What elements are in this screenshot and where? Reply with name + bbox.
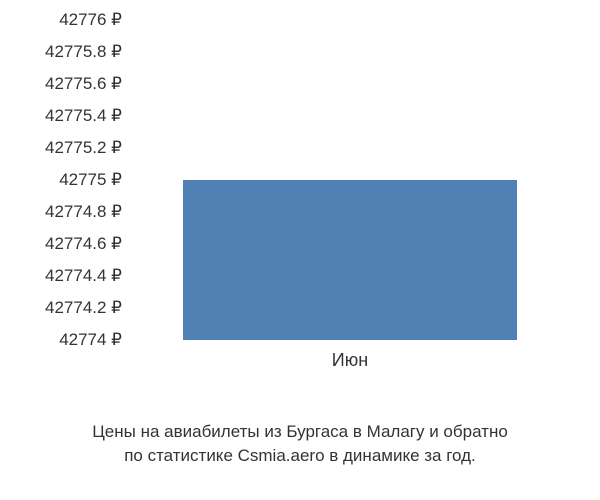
- chart-caption: Цены на авиабилеты из Бургаса в Малагу и…: [0, 420, 600, 468]
- y-tick: 42775.6 ₽: [0, 74, 122, 94]
- y-tick: 42775.8 ₽: [0, 42, 122, 62]
- y-tick: 42774.6 ₽: [0, 234, 122, 254]
- y-axis: 42776 ₽ 42775.8 ₽ 42775.6 ₽ 42775.4 ₽ 42…: [0, 20, 130, 340]
- y-tick: 42775 ₽: [0, 170, 122, 190]
- chart-container: 42776 ₽ 42775.8 ₽ 42775.6 ₽ 42775.4 ₽ 42…: [0, 0, 600, 380]
- y-tick: 42774.4 ₽: [0, 266, 122, 286]
- y-tick: 42774.8 ₽: [0, 202, 122, 222]
- caption-line-2: по статистике Csmia.aero в динамике за г…: [124, 446, 476, 465]
- caption-line-1: Цены на авиабилеты из Бургаса в Малагу и…: [92, 422, 508, 441]
- y-tick: 42774 ₽: [0, 330, 122, 350]
- y-tick: 42774.2 ₽: [0, 298, 122, 318]
- plot-area: Июн: [130, 20, 570, 340]
- bar: [183, 180, 517, 340]
- x-axis-label: Июн: [332, 350, 368, 371]
- y-tick: 42775.2 ₽: [0, 138, 122, 158]
- y-tick: 42776 ₽: [0, 10, 122, 30]
- y-tick: 42775.4 ₽: [0, 106, 122, 126]
